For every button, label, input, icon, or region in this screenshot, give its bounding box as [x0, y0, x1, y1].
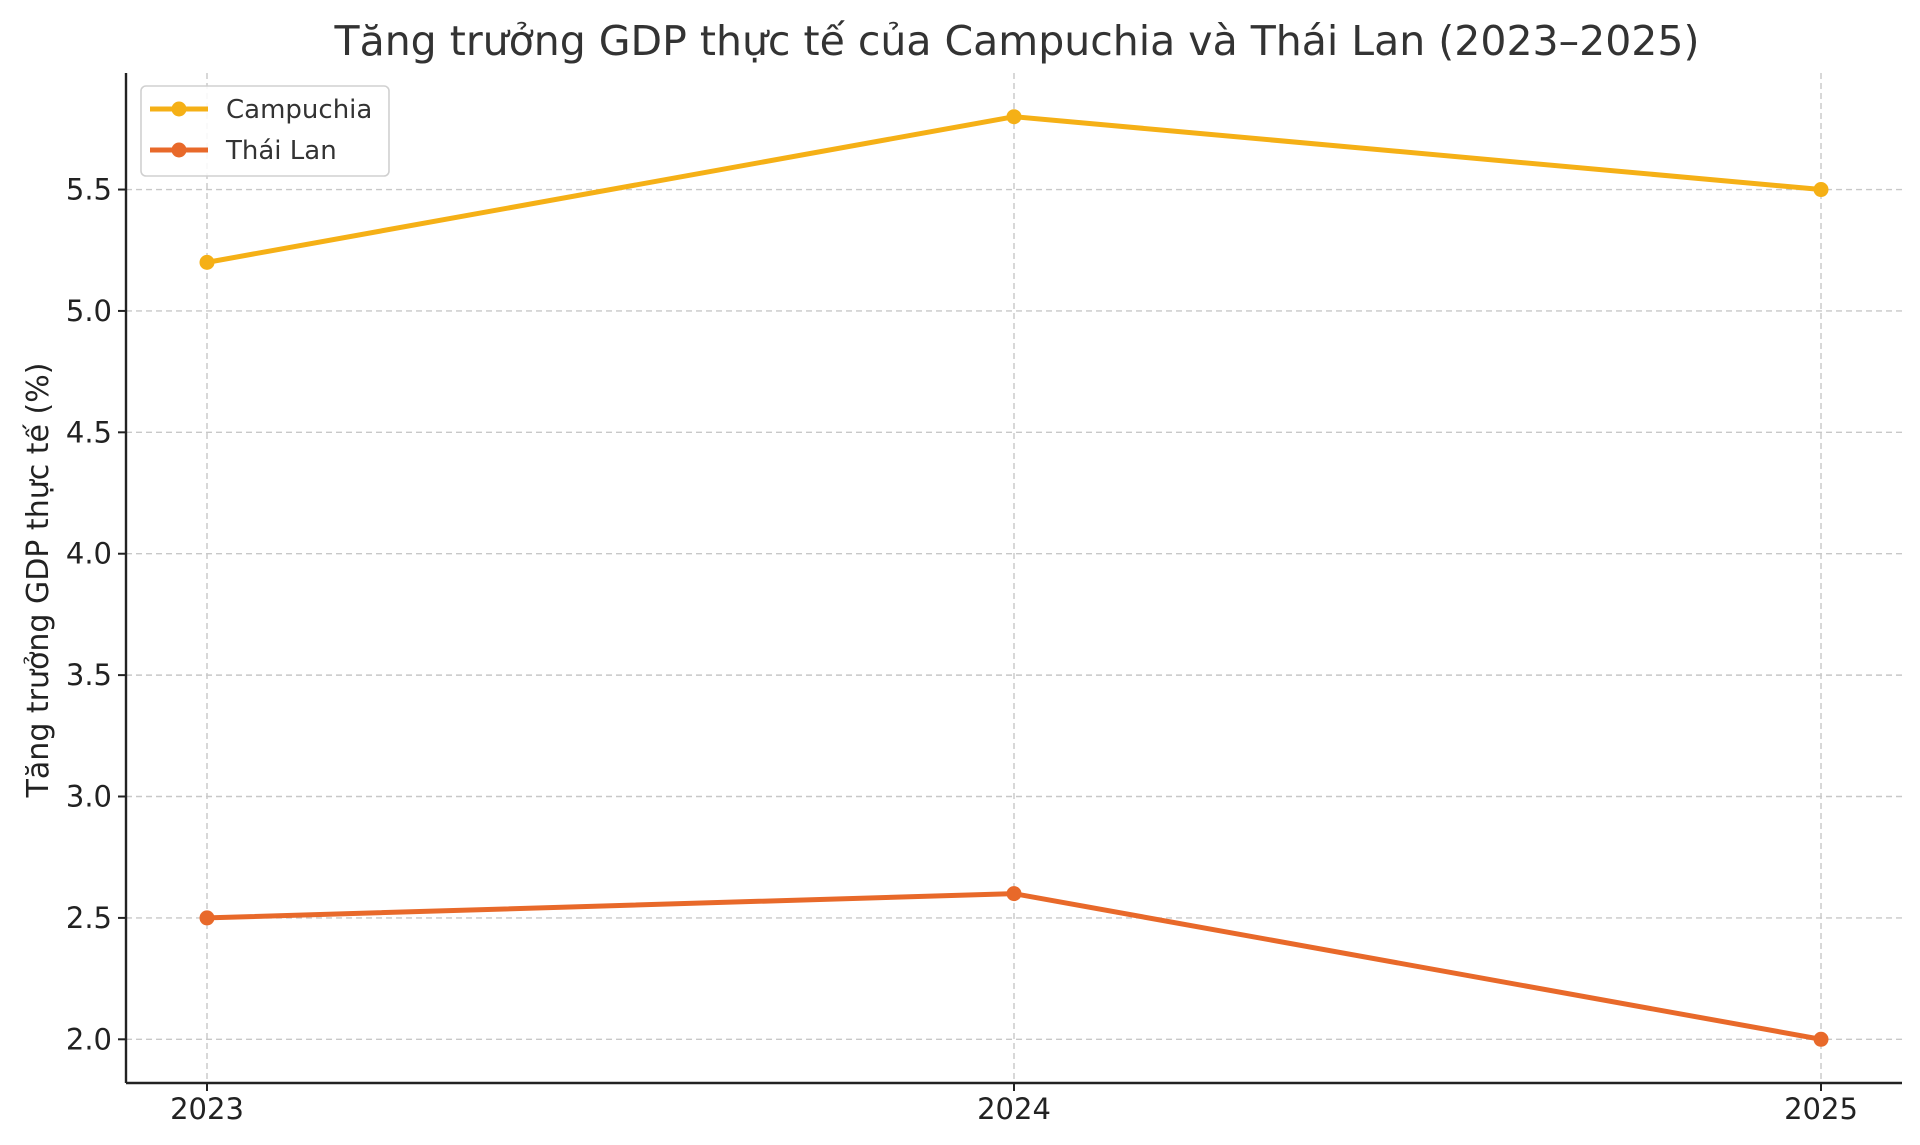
x-tick-label: 2025: [1784, 1092, 1858, 1126]
x-tick-label: 2023: [170, 1092, 244, 1126]
data-point: [1006, 886, 1022, 902]
series-group: [199, 109, 1829, 1047]
axes: [118, 73, 1902, 1091]
x-tick-label: 2024: [977, 1092, 1051, 1126]
y-tick-label: 3.0: [66, 780, 112, 814]
data-point: [1813, 182, 1829, 198]
y-tick-label: 4.0: [66, 537, 112, 571]
data-point: [1006, 109, 1022, 125]
y-tick-label: 2.5: [66, 901, 112, 935]
y-tick-label: 3.5: [66, 658, 112, 692]
legend: Campuchia Thái Lan: [140, 85, 390, 177]
legend-label: Campuchia: [226, 95, 372, 125]
series-1: [199, 109, 1829, 270]
tick-labels: 2023 2024 2025 2.0 2.5 3.0 3.5 4.0 4.5 5.0 5.5: [66, 173, 1858, 1126]
y-tick-label: 4.5: [66, 415, 112, 449]
y-tick-label: 5.0: [66, 294, 112, 328]
y-axis-label: Tăng trưởng GDP thực tế (%): [21, 363, 56, 799]
data-point: [1813, 1031, 1829, 1047]
data-point: [199, 254, 215, 270]
chart-title: Tăng trưởng GDP thực tế của Campuchia và…: [334, 17, 1700, 65]
y-tick-label: 2.0: [66, 1022, 112, 1056]
legend-marker: [171, 101, 187, 117]
legend-label: Thái Lan: [225, 136, 337, 166]
legend-item: Thái Lan: [150, 136, 337, 166]
grid: [126, 73, 1902, 1083]
legend-item: Campuchia: [150, 95, 372, 125]
data-point: [199, 910, 215, 926]
y-tick-label: 5.5: [66, 173, 112, 207]
series-2: [199, 886, 1829, 1047]
legend-marker: [171, 142, 187, 158]
